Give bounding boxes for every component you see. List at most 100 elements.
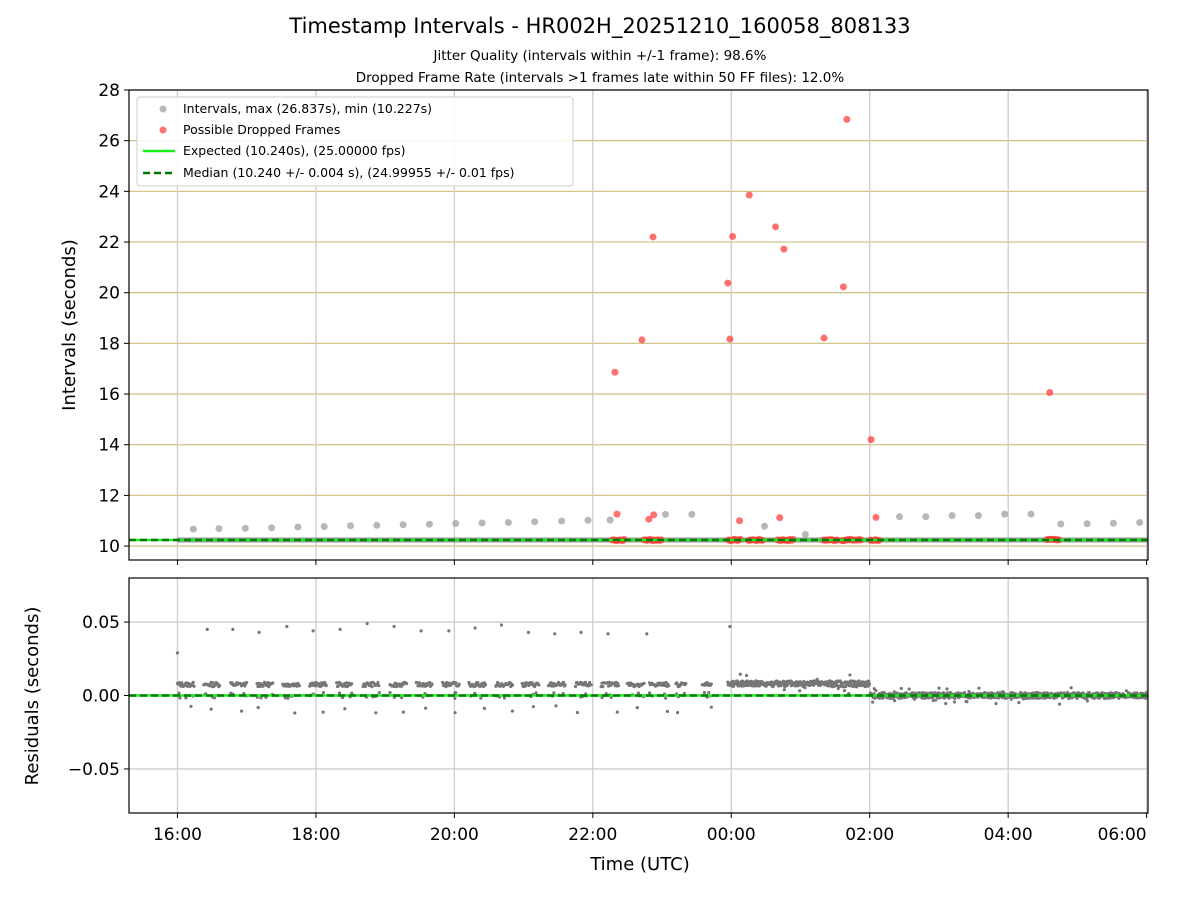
x-axis-label: Time (UTC) (589, 854, 690, 875)
interval-point (373, 521, 381, 529)
residual-point (297, 684, 301, 688)
legend: Intervals, max (26.837s), min (10.227s) … (136, 96, 574, 187)
residual-outlier-point (447, 629, 451, 633)
dropped-frame-point (772, 223, 780, 231)
intervals-axes-frame (128, 89, 1149, 561)
dropped-frame-point (776, 514, 784, 522)
residual-point (476, 681, 480, 685)
residual-point (267, 685, 271, 689)
interval-point (760, 522, 768, 530)
residual-point (709, 705, 713, 709)
interval-point (1027, 510, 1035, 518)
residual-point (482, 706, 487, 710)
residual-point (401, 710, 405, 714)
interval-point (531, 518, 539, 526)
intervals-y-tick-label: 26 (98, 132, 120, 152)
residual-point (377, 691, 381, 695)
interval-point (478, 519, 486, 527)
dropped-frame-point (726, 335, 734, 343)
residual-point (527, 683, 531, 688)
dropped-frame-point (872, 513, 880, 521)
residual-outlier-point (579, 630, 583, 634)
residual-point (601, 685, 605, 689)
residual-point (1002, 691, 1006, 695)
residual-point (335, 681, 339, 685)
residual-point (664, 696, 668, 700)
residual-point (647, 691, 652, 695)
x-tick-label: 02:00 (845, 825, 894, 845)
residual-point (803, 686, 807, 690)
residual-point (345, 684, 350, 689)
residual-point (812, 683, 816, 687)
residual-point (229, 691, 233, 695)
intervals-y-tick-label: 22 (98, 233, 120, 253)
dropped-frame-point (645, 515, 653, 523)
residual-point (259, 696, 263, 700)
residual-point (404, 681, 409, 686)
interval-point (974, 512, 982, 520)
residual-point (453, 691, 457, 695)
residual-point (1057, 702, 1062, 706)
residual-outlier-point (473, 626, 477, 630)
residual-point (907, 687, 911, 691)
residual-point (589, 683, 593, 687)
dropped-frame-point (843, 115, 851, 123)
intervals-y-tick-label: 24 (98, 182, 120, 202)
intervals-y-tick-label: 28 (98, 81, 120, 101)
residual-point (211, 681, 215, 685)
residual-point (453, 696, 457, 701)
interval-point (1083, 520, 1091, 528)
residual-point (244, 680, 249, 685)
residual-point (563, 683, 567, 687)
dropped-frame-point (724, 279, 732, 287)
residual-point (377, 684, 381, 688)
intervals-y-tick-label: 10 (98, 537, 120, 557)
residual-point (944, 701, 948, 706)
residual-point (192, 684, 196, 688)
interval-point (895, 513, 903, 521)
residual-outlier-point (606, 632, 610, 636)
dropped-frame-point (638, 336, 646, 344)
residual-point (573, 684, 578, 689)
residual-point (480, 681, 484, 685)
residual-point (534, 691, 538, 695)
residual-point (667, 684, 671, 688)
residual-point (217, 684, 222, 688)
residual-point (177, 691, 181, 695)
residual-point (184, 696, 188, 700)
x-tick-label: 22:00 (568, 825, 617, 845)
residual-point (295, 684, 299, 688)
residual-point (430, 682, 434, 686)
residual-outlier-point (205, 627, 209, 632)
residual-outlier-point (419, 629, 423, 633)
interval-point (189, 525, 197, 533)
residual-point (561, 680, 566, 684)
residual-point (537, 683, 541, 687)
residual-point (702, 691, 707, 695)
interval-point (922, 513, 930, 521)
legend-median-label: Median (10.240 +/- 0.004 s), (24.99955 +… (183, 165, 514, 180)
residual-outlier-point (392, 624, 396, 629)
residual-point (340, 696, 345, 700)
residual-point (675, 711, 680, 715)
residual-outlier-point (338, 627, 342, 632)
intervals-y-tick-label: 20 (98, 284, 120, 304)
residual-point (313, 684, 318, 688)
interval-point (661, 510, 669, 518)
residual-outlier-point (175, 651, 180, 655)
x-tick-label: 04:00 (984, 825, 1033, 845)
residual-point (178, 696, 182, 700)
residuals-y-axis-label: Residuals (seconds) (22, 607, 43, 786)
x-tick-label: 16:00 (153, 825, 202, 845)
residual-point (947, 696, 951, 700)
dropped-frame-point (650, 511, 658, 519)
residual-point (829, 679, 833, 683)
residual-point (606, 684, 611, 688)
dropped-frame-point (649, 233, 657, 241)
interval-point (241, 524, 249, 532)
intervals-y-tick-label: 14 (98, 436, 120, 456)
residual-point (374, 711, 378, 715)
residual-point (1009, 697, 1013, 701)
interval-point (425, 520, 433, 528)
